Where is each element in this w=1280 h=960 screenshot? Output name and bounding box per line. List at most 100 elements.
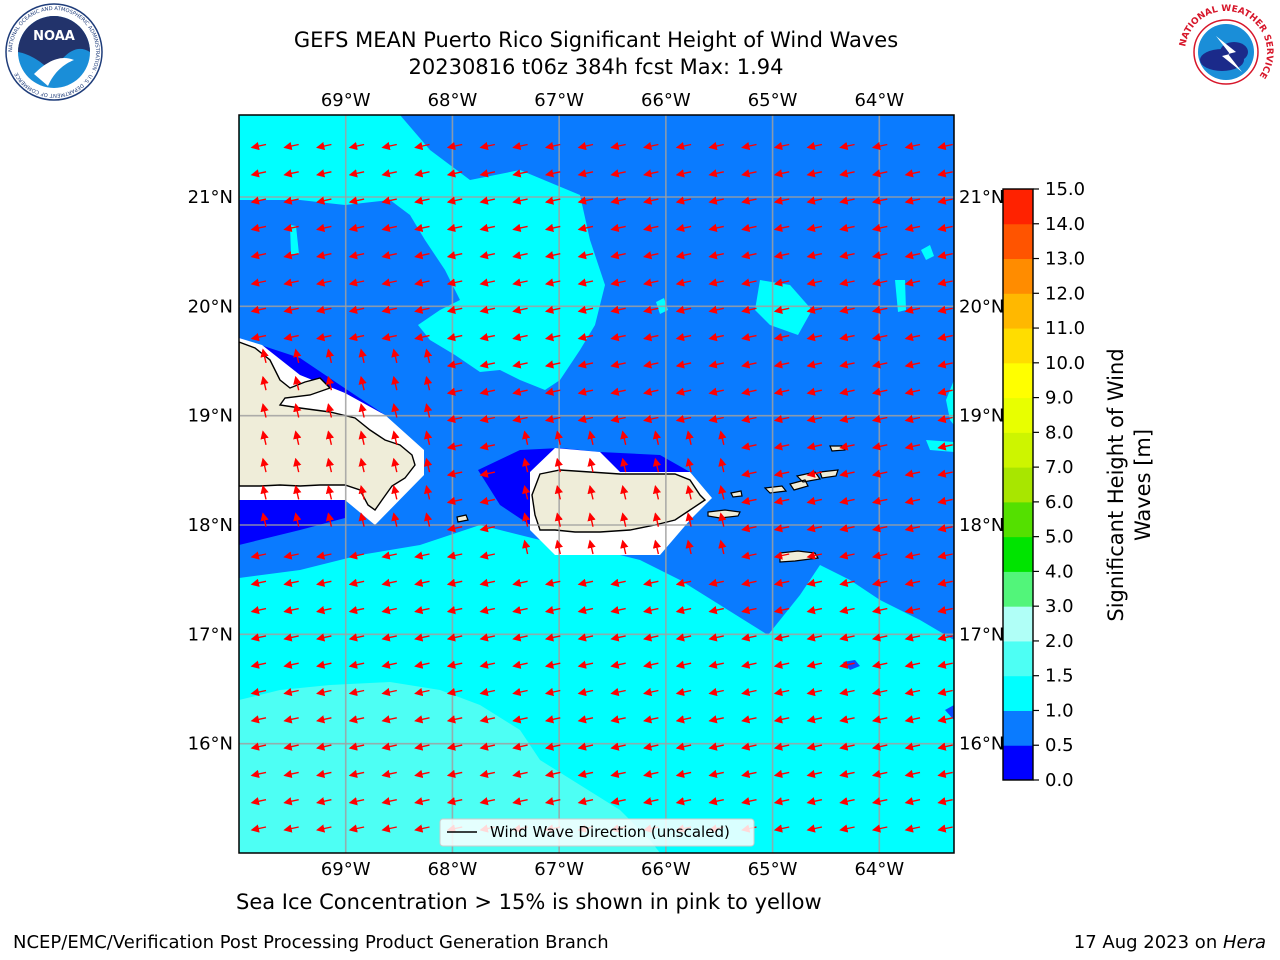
wind-arrow: [283, 333, 299, 342]
wave-band-0-0-0-5-patch: [843, 660, 954, 720]
wind-arrow: [479, 223, 496, 233]
wind-arrow: [773, 442, 790, 451]
wind-arrow: [479, 305, 496, 314]
wind-arrow: [871, 278, 888, 287]
wind-arrow: [675, 196, 692, 205]
wind-arrow: [283, 769, 299, 779]
wind-arrow: [423, 375, 433, 391]
wind-arrow: [316, 196, 332, 205]
wind-arrow: [773, 196, 790, 205]
wind-arrow: [971, 472, 985, 475]
wind-arrow: [577, 606, 594, 615]
colorbar-tick-label: 0.5: [1045, 735, 1074, 756]
wind-arrow: [643, 196, 659, 205]
wind-arrow: [806, 769, 823, 779]
wind-arrow: [675, 414, 692, 424]
wind-arrow: [773, 223, 790, 233]
wind-arrow: [479, 442, 496, 451]
wind-arrow: [479, 633, 496, 642]
wind-arrow: [348, 278, 365, 287]
wind-arrow: [839, 169, 855, 178]
wind-arrow: [577, 797, 594, 806]
lon-label-bottom: 68°W: [428, 859, 478, 880]
wind-arrow: [871, 414, 888, 424]
lat-label-right: 19°N: [959, 406, 1004, 427]
wind-arrow: [971, 445, 985, 448]
wind-arrow: [283, 660, 299, 669]
wind-arrow: [316, 251, 332, 260]
wind-arrow: [283, 251, 299, 260]
wind-arrow: [577, 278, 594, 287]
wind-arrow: [773, 824, 790, 833]
wind-arrow: [806, 687, 823, 697]
sea-ice-note: Sea Ice Concentration > 15% is shown in …: [236, 890, 822, 914]
wind-arrow: [937, 769, 953, 779]
wind-arrow: [839, 578, 855, 587]
wind-arrow: [839, 442, 855, 451]
wind-arrow: [325, 512, 335, 527]
wind-arrow: [414, 141, 430, 151]
wind-arrow: [293, 375, 302, 391]
wind-arrow: [839, 660, 855, 669]
wind-arrow: [610, 278, 626, 287]
wind-arrow: [871, 824, 888, 833]
wind-arrow: [675, 578, 692, 587]
colorbar-swatch: [1003, 293, 1033, 329]
colorbar-swatch: [1003, 397, 1033, 433]
wind-arrow: [741, 414, 757, 424]
wind-arrow: [512, 797, 528, 806]
wind-arrow: [643, 606, 659, 615]
wind-arrow: [512, 715, 528, 724]
wind-arrow: [773, 251, 790, 260]
axis-labels: 69°W 69°W 68°W 68°W 67°W 67°W 66°W 66°W 65°W 65°W…: [188, 90, 1005, 880]
wind-arrow: [652, 430, 662, 445]
wind-arrow: [643, 578, 659, 587]
wind-arrow: [741, 578, 757, 587]
wind-arrow: [479, 169, 496, 178]
wind-arrow: [871, 305, 888, 314]
wind-arrow: [708, 414, 724, 424]
wind-arrow: [643, 223, 659, 233]
wind-arrow: [937, 633, 953, 642]
wind-arrow: [250, 633, 267, 642]
map-field: [239, 115, 985, 853]
wind-arrow: [414, 797, 430, 806]
colorbar-tick-label: 1.5: [1045, 666, 1074, 687]
wind-arrow: [414, 687, 430, 697]
wind-arrow: [610, 578, 626, 587]
wind-arrow: [652, 485, 662, 500]
wind-arrow: [260, 375, 269, 391]
wind-arrow: [577, 333, 594, 342]
wind-arrow: [773, 742, 790, 751]
wind-arrow: [544, 769, 561, 779]
wind-arrow: [544, 141, 561, 151]
wind-arrow: [283, 551, 299, 560]
wind-arrow: [904, 333, 921, 342]
wind-arrow: [675, 742, 692, 751]
wind-arrow: [446, 333, 463, 342]
wind-arrow: [904, 496, 921, 506]
wind-arrow: [871, 524, 888, 533]
wind-arrow: [544, 606, 561, 615]
wind-arrow: [381, 687, 397, 697]
wind-arrow: [708, 360, 724, 369]
colorbar-tick-label: 8.0: [1045, 422, 1074, 443]
wind-arrow: [643, 169, 659, 178]
wind-arrow: [741, 223, 757, 233]
wind-arrow: [544, 169, 561, 178]
wind-arrow: [587, 485, 596, 500]
wind-arrow: [741, 769, 757, 779]
wind-arrow: [871, 578, 888, 587]
wind-arrow: [544, 333, 561, 342]
wind-arrow: [414, 278, 430, 287]
wind-arrow: [414, 606, 430, 615]
wind-arrow: [839, 687, 855, 697]
wind-arrow: [348, 715, 365, 724]
wind-arrow: [937, 278, 953, 287]
wind-arrow: [283, 578, 299, 587]
wind-arrow: [577, 387, 594, 396]
wind-arrow: [675, 360, 692, 369]
wind-arrow: [348, 551, 365, 560]
wind-arrow: [741, 141, 757, 151]
colorbar-swatch: [1003, 710, 1033, 746]
